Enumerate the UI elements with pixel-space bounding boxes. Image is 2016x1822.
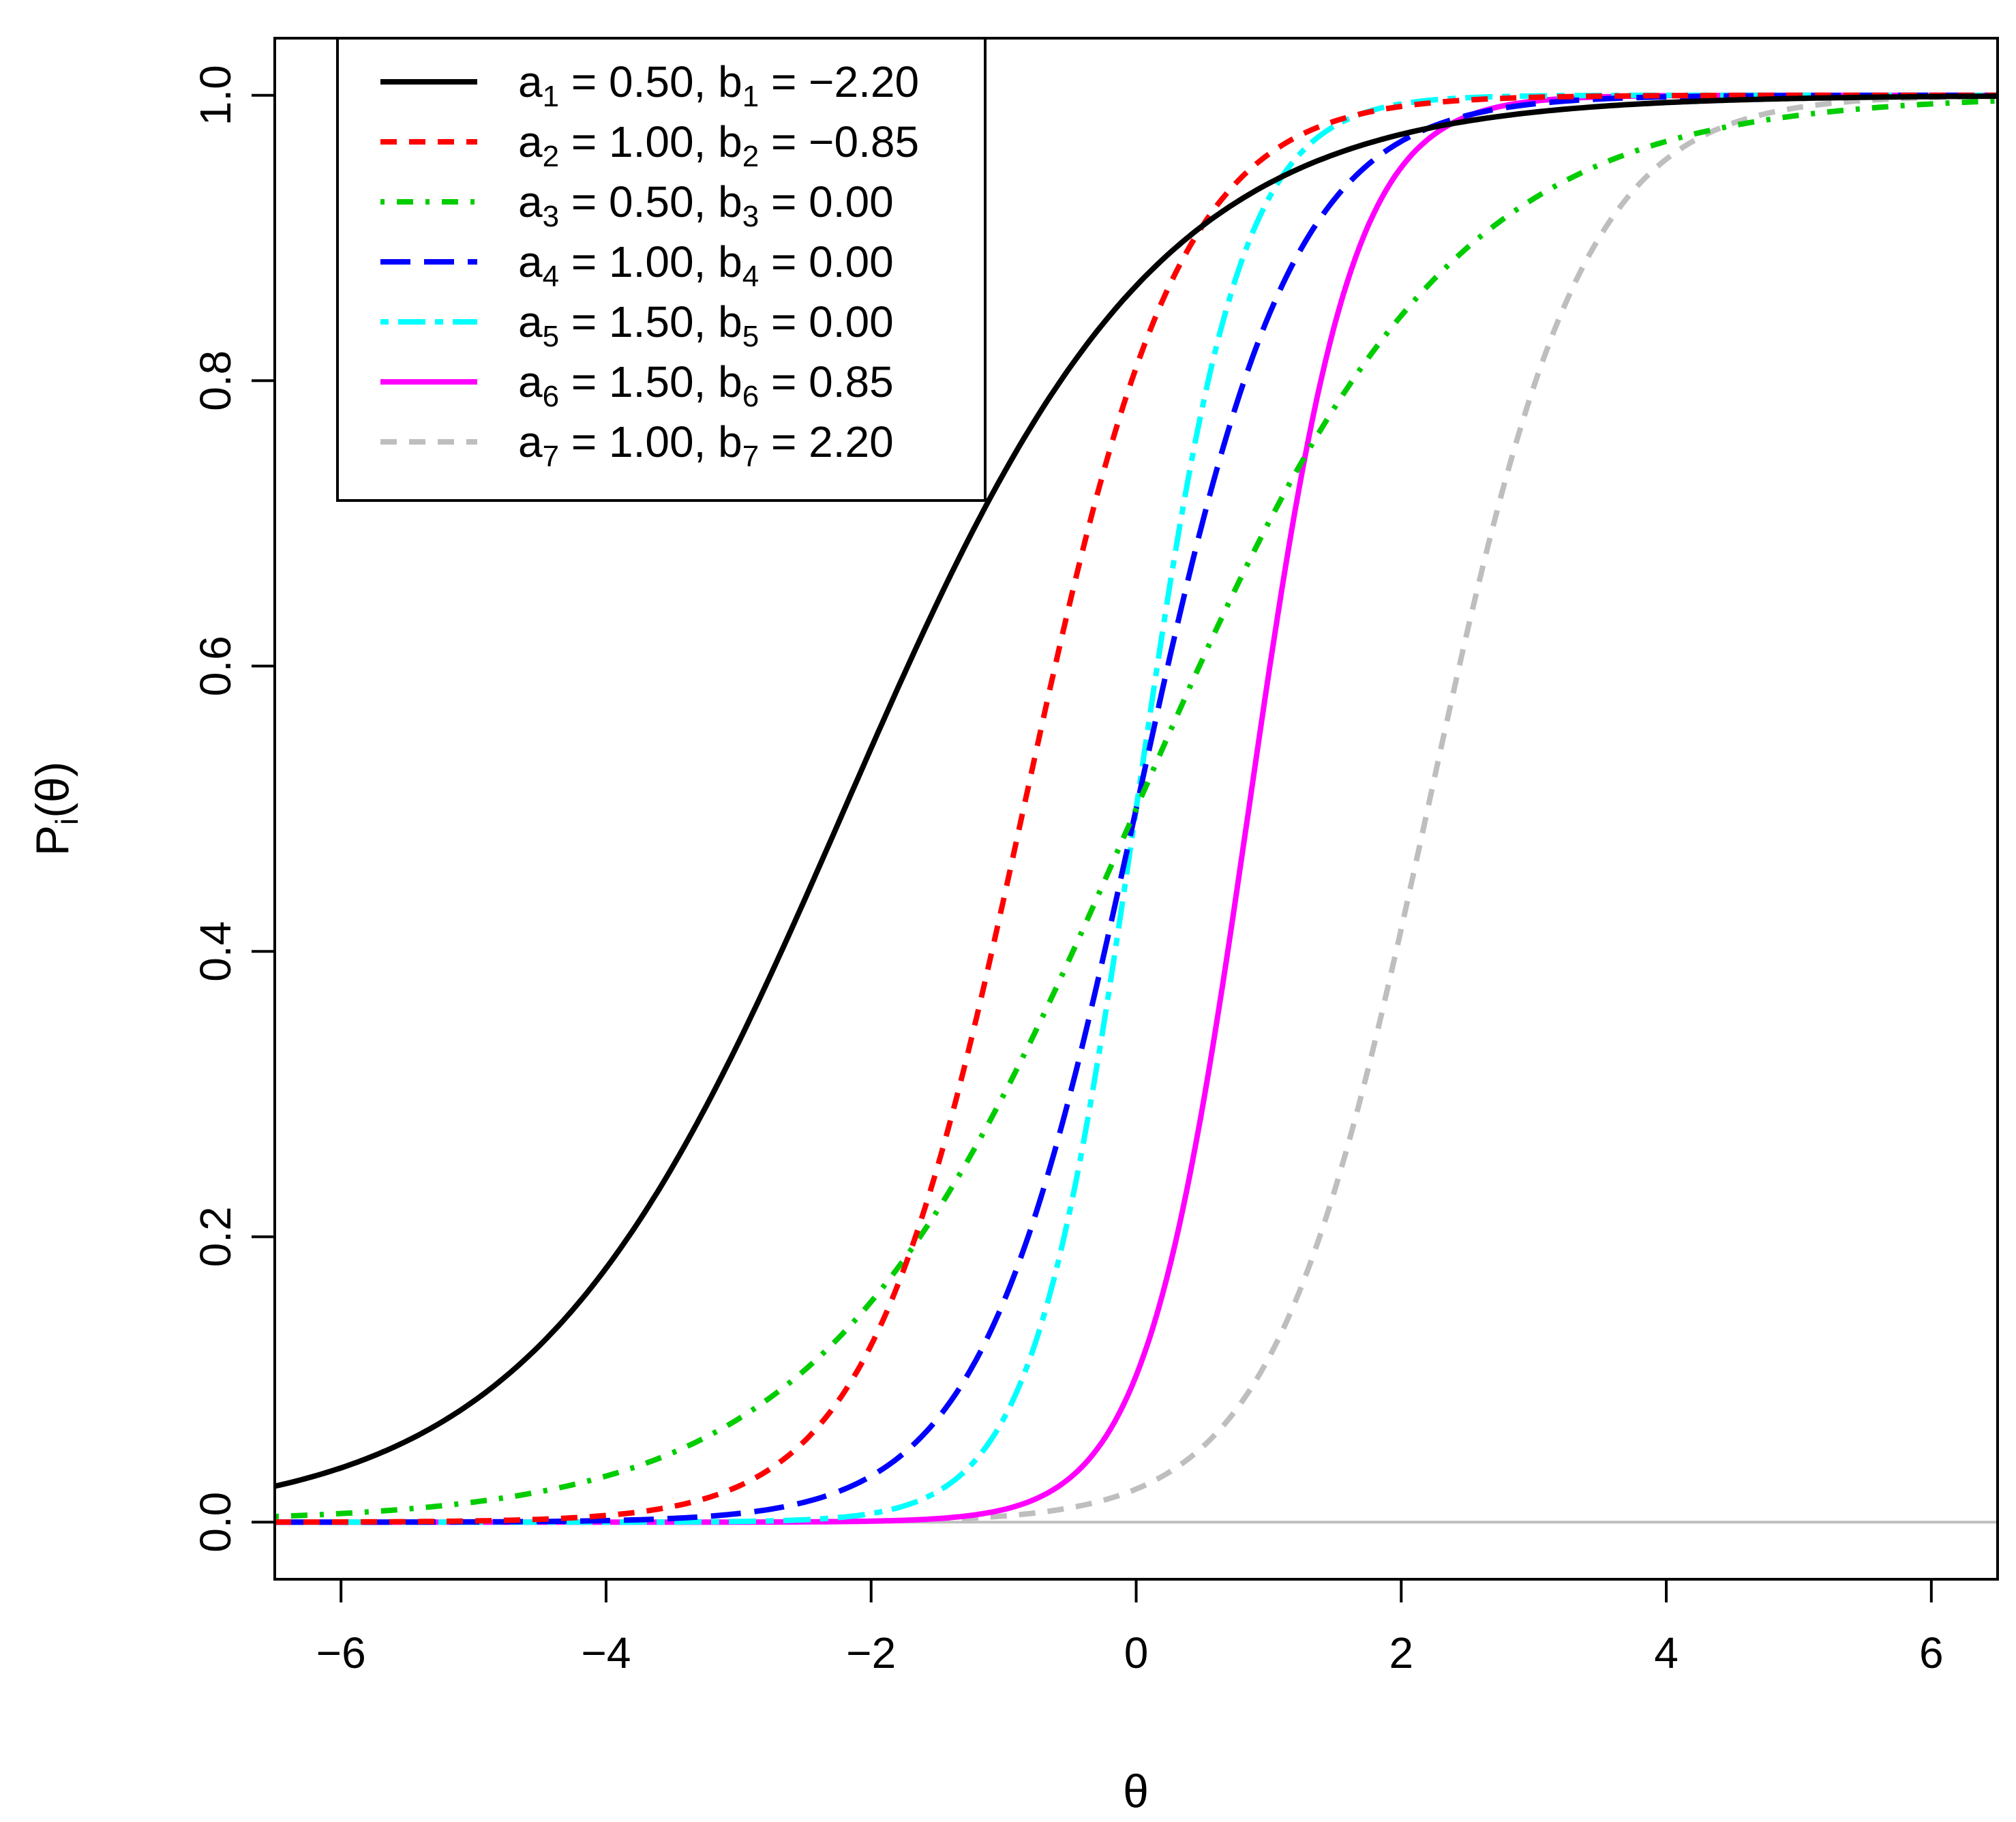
x-tick-label: −4 (581, 1628, 631, 1677)
x-tick-label: 4 (1654, 1628, 1679, 1677)
curve-item-2 (274, 92, 1998, 1525)
y-tick-label: 0.8 (191, 350, 240, 411)
legend-label-item-5: a5 = 1.50, b5 = 0.00 (518, 297, 894, 353)
x-tick-label: 2 (1389, 1628, 1413, 1677)
legend-label-item-6: a6 = 1.50, b6 = 0.85 (518, 357, 894, 413)
legend-box (336, 37, 987, 502)
y-tick-label: 1.0 (191, 65, 240, 125)
x-axis-title: θ (1123, 1765, 1149, 1817)
y-axis-title-subscript: i (49, 818, 85, 825)
y-tick-label: 0.2 (191, 1206, 240, 1267)
x-tick-label: 0 (1124, 1628, 1149, 1677)
legend-label-item-1: a1 = 0.50, b1 = −2.20 (518, 57, 919, 113)
x-tick-label: −6 (316, 1628, 366, 1677)
legend-label-item-7: a7 = 1.00, b7 = 2.20 (518, 417, 894, 473)
y-axis-title-main: P (27, 825, 78, 856)
y-tick-label: 0.4 (191, 921, 240, 982)
curve-item-3 (274, 98, 1998, 1519)
legend-label-item-4: a4 = 1.00, b4 = 0.00 (518, 237, 894, 293)
legend-label-item-3: a3 = 0.50, b3 = 0.00 (518, 177, 894, 233)
legend-label-item-2: a2 = 1.00, b2 = −0.85 (518, 117, 919, 173)
x-axis: −6 −4 −2 0 2 4 6 (316, 1579, 1944, 1677)
y-tick-label: 0.0 (191, 1492, 240, 1553)
y-tick-label: 0.6 (191, 636, 240, 696)
y-axis-title-tail: (θ) (27, 762, 78, 818)
curve-item-1 (274, 93, 1998, 1489)
curves-layer (274, 92, 1998, 1525)
y-axis-title: Pi(θ) (27, 762, 85, 856)
x-tick-label: 6 (1919, 1628, 1944, 1677)
x-tick-label: −2 (846, 1628, 896, 1677)
y-axis: 0.0 0.2 0.4 0.6 0.8 1.0 (191, 65, 275, 1553)
